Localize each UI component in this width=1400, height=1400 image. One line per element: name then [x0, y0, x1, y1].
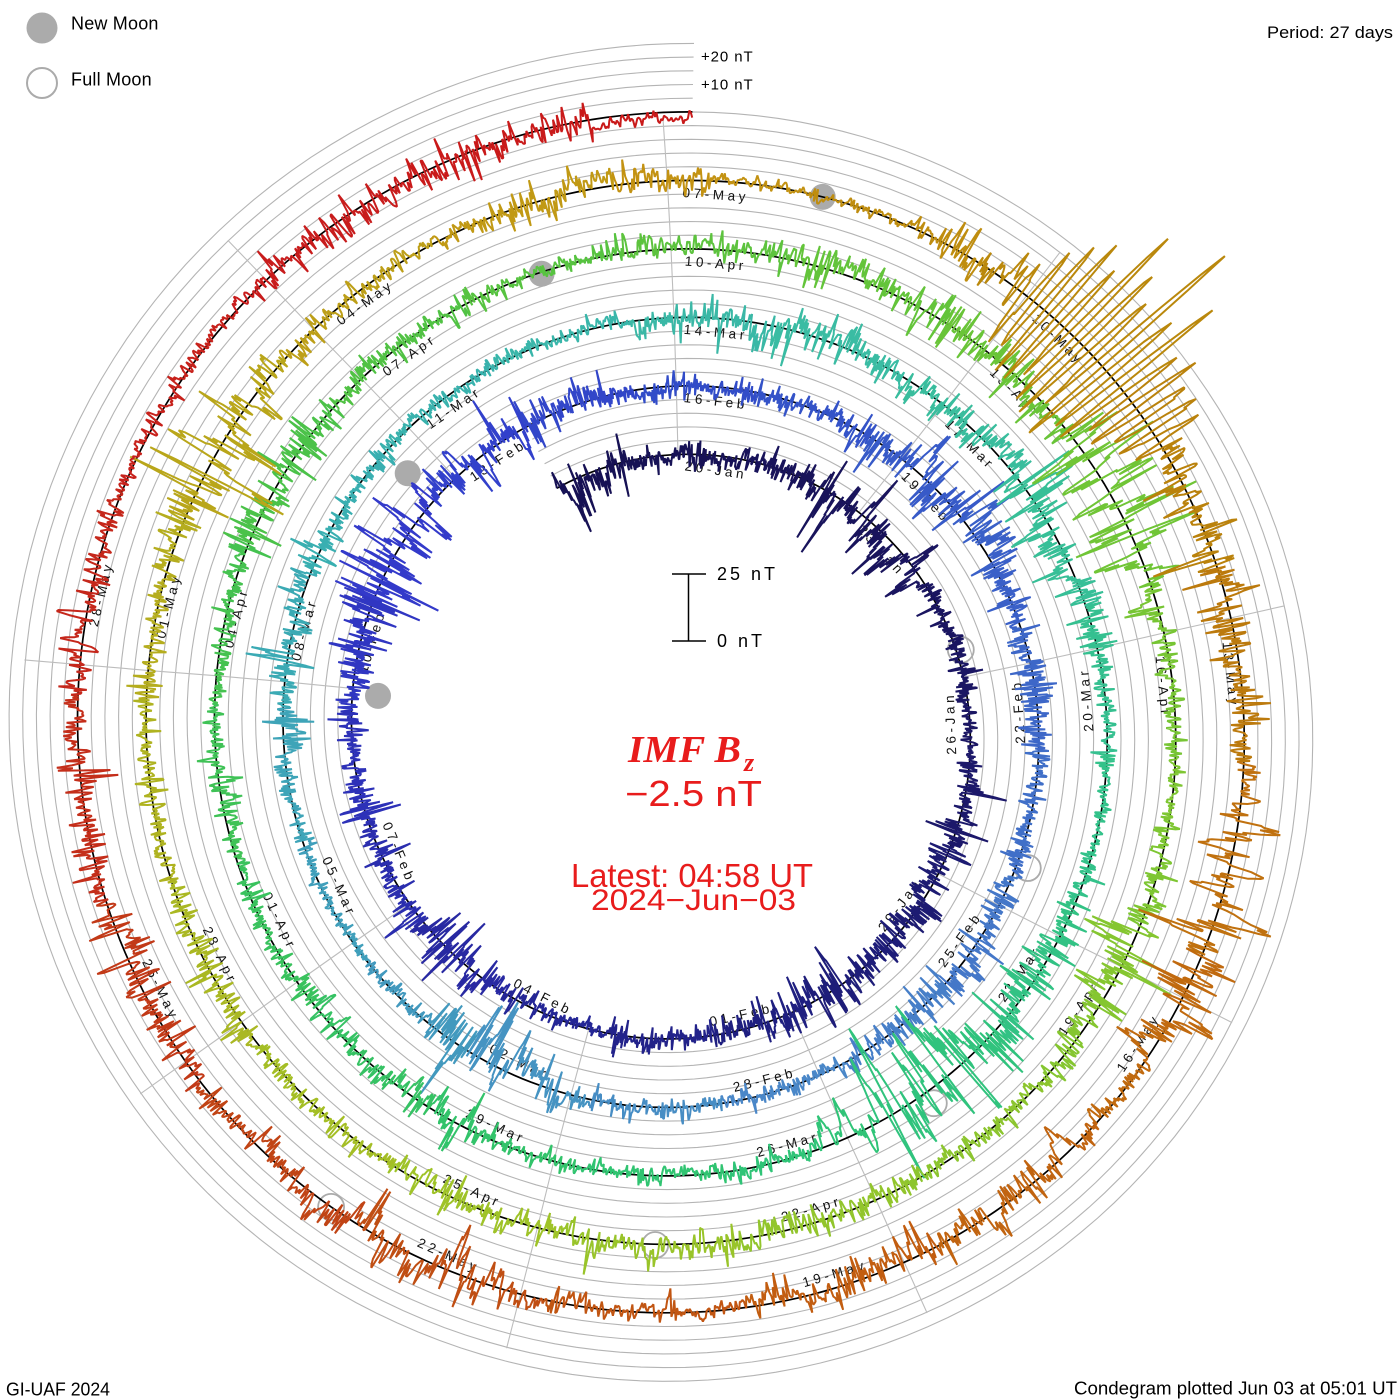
- svg-text:+20 nT: +20 nT: [701, 49, 754, 66]
- svg-text:10-Apr: 10-Apr: [684, 254, 747, 274]
- svg-text:Condegram plotted Jun 03 at 05: Condegram plotted Jun 03 at 05:01 UT: [1074, 1379, 1397, 1399]
- svg-text:Latest: 04:58 UT: Latest: 04:58 UT: [571, 857, 813, 894]
- svg-text:14-Mar: 14-Mar: [683, 322, 749, 343]
- svg-text:16-Apr: 16-Apr: [1153, 655, 1174, 718]
- svg-text:Full Moon: Full Moon: [71, 70, 152, 90]
- svg-text:+10 nT: +10 nT: [701, 77, 754, 94]
- svg-text:Period: 27 days: Period: 27 days: [1267, 23, 1393, 42]
- svg-text:IMF B: IMF B: [627, 729, 741, 771]
- svg-text:16-Feb: 16-Feb: [683, 390, 749, 412]
- svg-text:20-Mar: 20-Mar: [1076, 667, 1096, 732]
- svg-text:z: z: [743, 748, 755, 777]
- svg-text:GI-UAF 2024: GI-UAF 2024: [6, 1380, 110, 1400]
- svg-text:−2.5 nT: −2.5 nT: [625, 773, 762, 814]
- svg-text:New Moon: New Moon: [71, 14, 159, 34]
- svg-text:26-Jan: 26-Jan: [942, 692, 959, 755]
- svg-text:07-May: 07-May: [682, 185, 750, 205]
- svg-text:25 nT: 25 nT: [717, 564, 778, 584]
- svg-text:2024−Jun−03: 2024−Jun−03: [591, 884, 796, 917]
- svg-text:0 nT: 0 nT: [717, 631, 765, 651]
